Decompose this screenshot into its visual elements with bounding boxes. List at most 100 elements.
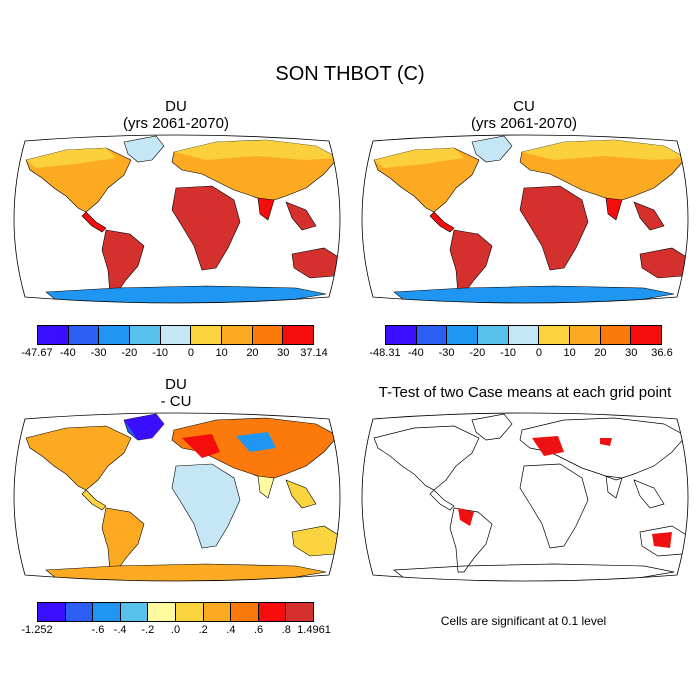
continent-greenland xyxy=(471,135,513,163)
colorbar-label: .6 xyxy=(254,624,264,636)
continent-europe-warm xyxy=(182,434,220,458)
map-layer xyxy=(25,413,340,581)
map-frame xyxy=(13,134,341,304)
continent-africa xyxy=(519,185,589,271)
significant-south-america xyxy=(458,508,474,526)
continent-india xyxy=(257,197,275,221)
significant-asia xyxy=(600,438,612,446)
cu-panel-title: CU (yrs 2061-2070) xyxy=(424,98,624,132)
continent-northamerica xyxy=(373,425,480,491)
diff-subtitle: - CU xyxy=(160,393,192,410)
colorbar-label: -20 xyxy=(469,347,486,359)
colorbar-label: -.4 xyxy=(113,624,127,636)
colorbar-swatch xyxy=(283,326,314,344)
colorbar-label: 37.14 xyxy=(300,347,328,359)
colorbar-label: 30 xyxy=(625,347,638,359)
colorbar-swatch xyxy=(191,326,223,344)
colorbar-label: 20 xyxy=(594,347,607,359)
map-frame xyxy=(361,134,689,304)
colorbar-swatch xyxy=(68,326,100,344)
continent-australia xyxy=(639,247,688,279)
colorbar-swatch xyxy=(222,326,253,344)
colorbar-label: 1.4961 xyxy=(297,624,331,636)
colorbar-swatch xyxy=(508,326,540,344)
colorbar-label: -1.252 xyxy=(21,624,53,636)
continent-russia-cool xyxy=(236,432,276,452)
colorbar-swatch xyxy=(258,603,287,621)
colorbar-label: .2 xyxy=(198,624,208,636)
continent-centralamerica xyxy=(429,211,455,233)
colorbar-swatch xyxy=(38,603,66,621)
colorbar-label: .0 xyxy=(170,624,181,636)
du-panel-title: DU (yrs 2061-2070) xyxy=(76,98,276,132)
cu-colorbar xyxy=(385,325,662,345)
colorbar-swatch xyxy=(160,326,192,344)
colorbar-swatch xyxy=(148,603,176,621)
diff-map xyxy=(13,412,341,582)
colorbar-label: -48.31 xyxy=(369,347,401,359)
diff-title: DU xyxy=(165,376,187,393)
colorbar-swatch xyxy=(175,603,204,621)
colorbar-label: 10 xyxy=(563,347,576,359)
colorbar-label: 10 xyxy=(215,347,228,359)
map-layer xyxy=(25,135,340,303)
colorbar-label: 0 xyxy=(187,347,194,359)
continent-greenland xyxy=(123,135,165,163)
colorbar-label: -20 xyxy=(121,347,138,359)
colorbar-swatch xyxy=(120,603,149,621)
continent-southamerica xyxy=(101,507,145,573)
continent-southamerica xyxy=(449,507,493,573)
figure-title: SON THBOT (C) xyxy=(275,63,425,85)
continent-northamerica xyxy=(25,425,132,491)
continent-eurasia-north xyxy=(522,140,686,160)
continent-seasia xyxy=(633,479,665,509)
continent-india xyxy=(257,475,275,499)
colorbar-swatch xyxy=(93,603,121,621)
du-colorbar-labels: -47.67 -40 -30 -20 -10 0 10 20 30 37.14 xyxy=(21,347,327,361)
continent-seasia xyxy=(285,479,317,509)
continent-centralamerica xyxy=(81,211,107,233)
colorbar-label: -10 xyxy=(152,347,169,359)
colorbar-swatch xyxy=(386,326,417,344)
colorbar-swatch xyxy=(38,326,69,344)
cu-title: CU xyxy=(513,98,535,115)
colorbar-label: 30 xyxy=(277,347,290,359)
continent-eurasia-north xyxy=(174,140,338,160)
continent-greenland-cool xyxy=(124,414,164,440)
colorbar-swatch xyxy=(99,326,131,344)
map-frame xyxy=(361,412,689,582)
diff-panel-title: DU - CU xyxy=(76,376,276,410)
continent-northamerica-north xyxy=(374,148,464,168)
cu-map xyxy=(361,134,689,304)
colorbar-swatch xyxy=(130,326,161,344)
cu-colorbar-labels: -48.31 -40 -30 -20 -10 0 10 20 30 36.6 xyxy=(369,347,672,361)
map-layer xyxy=(373,135,688,303)
colorbar-swatch xyxy=(286,603,313,621)
continent-africa xyxy=(171,463,241,549)
continent-southamerica xyxy=(449,229,493,295)
colorbar-label: -40 xyxy=(59,347,76,359)
colorbar-swatch xyxy=(600,326,632,344)
colorbar-label: -.2 xyxy=(141,624,155,636)
colorbar-label: -10 xyxy=(500,347,517,359)
continent-india xyxy=(605,475,623,499)
colorbar-swatch xyxy=(447,326,479,344)
continent-australia xyxy=(291,525,340,557)
continent-greenland xyxy=(471,413,513,441)
map-layer xyxy=(373,413,688,581)
colorbar-label: .8 xyxy=(281,624,291,636)
du-map xyxy=(13,134,341,304)
continent-india xyxy=(605,197,623,221)
colorbar-swatch xyxy=(539,326,571,344)
cu-subtitle: (yrs 2061-2070) xyxy=(471,115,577,132)
colorbar-label: -40 xyxy=(407,347,424,359)
colorbar-swatch xyxy=(631,326,662,344)
du-subtitle: (yrs 2061-2070) xyxy=(123,115,229,132)
continent-southamerica xyxy=(101,229,145,295)
colorbar-swatch xyxy=(570,326,601,344)
continent-centralamerica xyxy=(429,489,455,511)
du-colorbar xyxy=(37,325,314,345)
colorbar-swatch xyxy=(416,326,448,344)
continent-centralamerica xyxy=(81,489,107,511)
colorbar-label: 36.6 xyxy=(651,347,673,359)
